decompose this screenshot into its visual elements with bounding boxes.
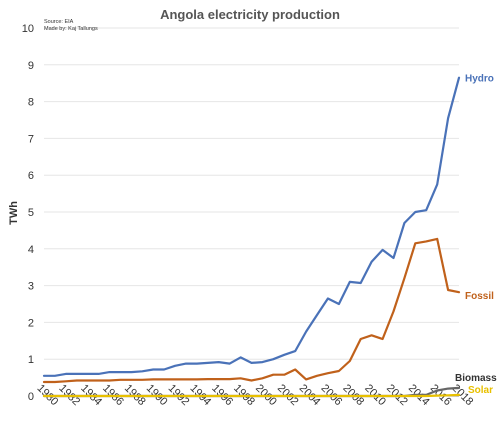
- y-tick-label: 5: [28, 207, 34, 219]
- chart-title: Angola electricity production: [160, 7, 340, 22]
- y-tick-label: 8: [28, 97, 34, 109]
- grid: [44, 27, 459, 360]
- series-line-hydro: [42, 76, 461, 377]
- y-tick-label: 1: [28, 354, 34, 366]
- y-tick-label: 0: [28, 391, 34, 403]
- axes: 0123456789101980198219841986198819901992…: [22, 23, 476, 408]
- series-label-fossil: Fossil: [465, 291, 494, 302]
- series-label-hydro: Hydro: [465, 74, 494, 85]
- series-line-fossil: [42, 237, 461, 384]
- series-lines: [42, 76, 461, 398]
- y-tick-label: 2: [28, 317, 34, 329]
- y-tick-label: 9: [28, 60, 34, 72]
- y-axis-label: TWh: [8, 201, 20, 225]
- y-tick-label: 6: [28, 170, 34, 182]
- y-tick-label: 4: [28, 244, 34, 256]
- series-label-biomass: Biomass: [455, 373, 497, 384]
- series-label-solar: Solar: [468, 385, 493, 396]
- series-line-solar: [42, 393, 461, 398]
- source-line: Source: EIA: [44, 19, 74, 25]
- y-tick-label: 10: [22, 23, 34, 35]
- author-line: Made by: Kaj Tallungs: [44, 26, 98, 32]
- y-tick-label: 7: [28, 133, 34, 145]
- y-tick-label: 3: [28, 281, 34, 293]
